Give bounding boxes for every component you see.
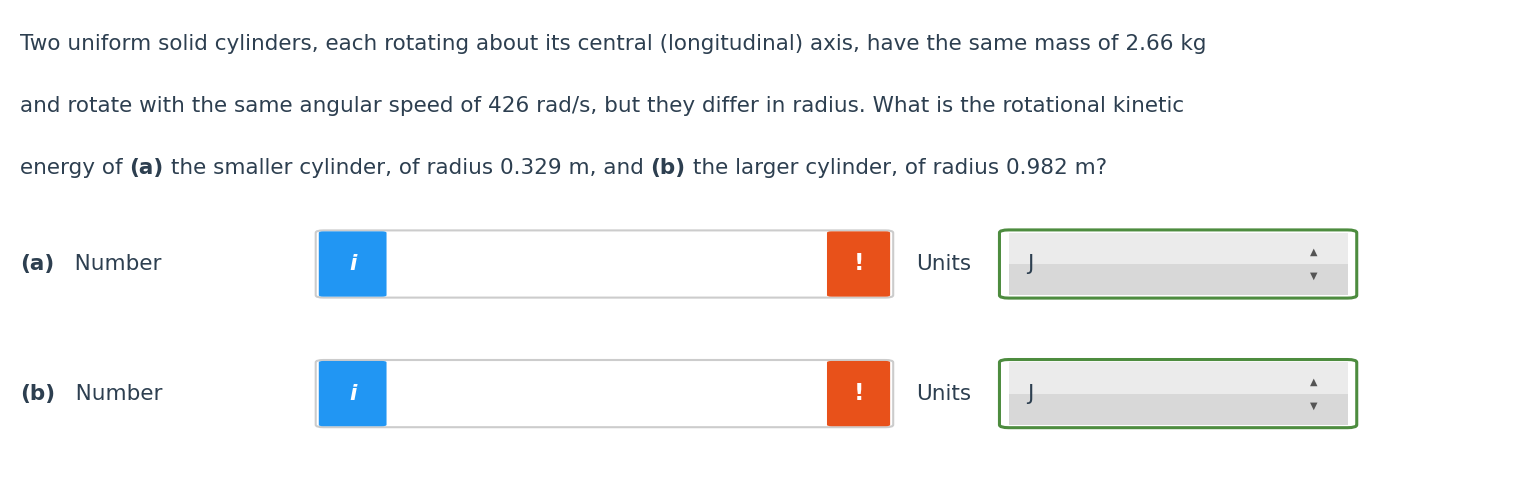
Text: and rotate with the same angular speed of 426 rad/s, but they differ in radius. : and rotate with the same angular speed o… xyxy=(20,96,1184,116)
Text: !: ! xyxy=(853,252,864,276)
Text: the smaller cylinder, of radius 0.329 m, and: the smaller cylinder, of radius 0.329 m,… xyxy=(163,158,650,179)
FancyBboxPatch shape xyxy=(827,361,890,426)
Text: Two uniform solid cylinders, each rotating about its central (longitudinal) axis: Two uniform solid cylinders, each rotati… xyxy=(20,34,1206,54)
Text: Number: Number xyxy=(55,384,163,404)
FancyBboxPatch shape xyxy=(316,360,893,427)
Text: ▼: ▼ xyxy=(1311,401,1317,410)
Text: ▲: ▲ xyxy=(1311,247,1317,257)
Text: !: ! xyxy=(853,382,864,405)
FancyBboxPatch shape xyxy=(1009,233,1348,264)
Text: (a): (a) xyxy=(20,254,54,274)
Text: Units: Units xyxy=(916,384,972,404)
FancyBboxPatch shape xyxy=(1009,264,1348,295)
FancyBboxPatch shape xyxy=(827,231,890,297)
Text: energy of: energy of xyxy=(20,158,129,179)
Text: (b): (b) xyxy=(650,158,685,179)
Text: ▲: ▲ xyxy=(1311,377,1317,386)
Text: i: i xyxy=(350,384,356,404)
Text: J: J xyxy=(1027,384,1033,404)
Text: the larger cylinder, of radius 0.982 m?: the larger cylinder, of radius 0.982 m? xyxy=(685,158,1107,179)
FancyBboxPatch shape xyxy=(1009,362,1348,394)
FancyBboxPatch shape xyxy=(319,361,387,426)
Text: (b): (b) xyxy=(20,384,55,404)
Text: Number: Number xyxy=(54,254,162,274)
Text: ▼: ▼ xyxy=(1311,271,1317,281)
Text: Units: Units xyxy=(916,254,972,274)
Text: (a): (a) xyxy=(129,158,163,179)
Text: i: i xyxy=(350,254,356,274)
FancyBboxPatch shape xyxy=(1009,394,1348,425)
FancyBboxPatch shape xyxy=(316,230,893,298)
Text: J: J xyxy=(1027,254,1033,274)
FancyBboxPatch shape xyxy=(319,231,387,297)
